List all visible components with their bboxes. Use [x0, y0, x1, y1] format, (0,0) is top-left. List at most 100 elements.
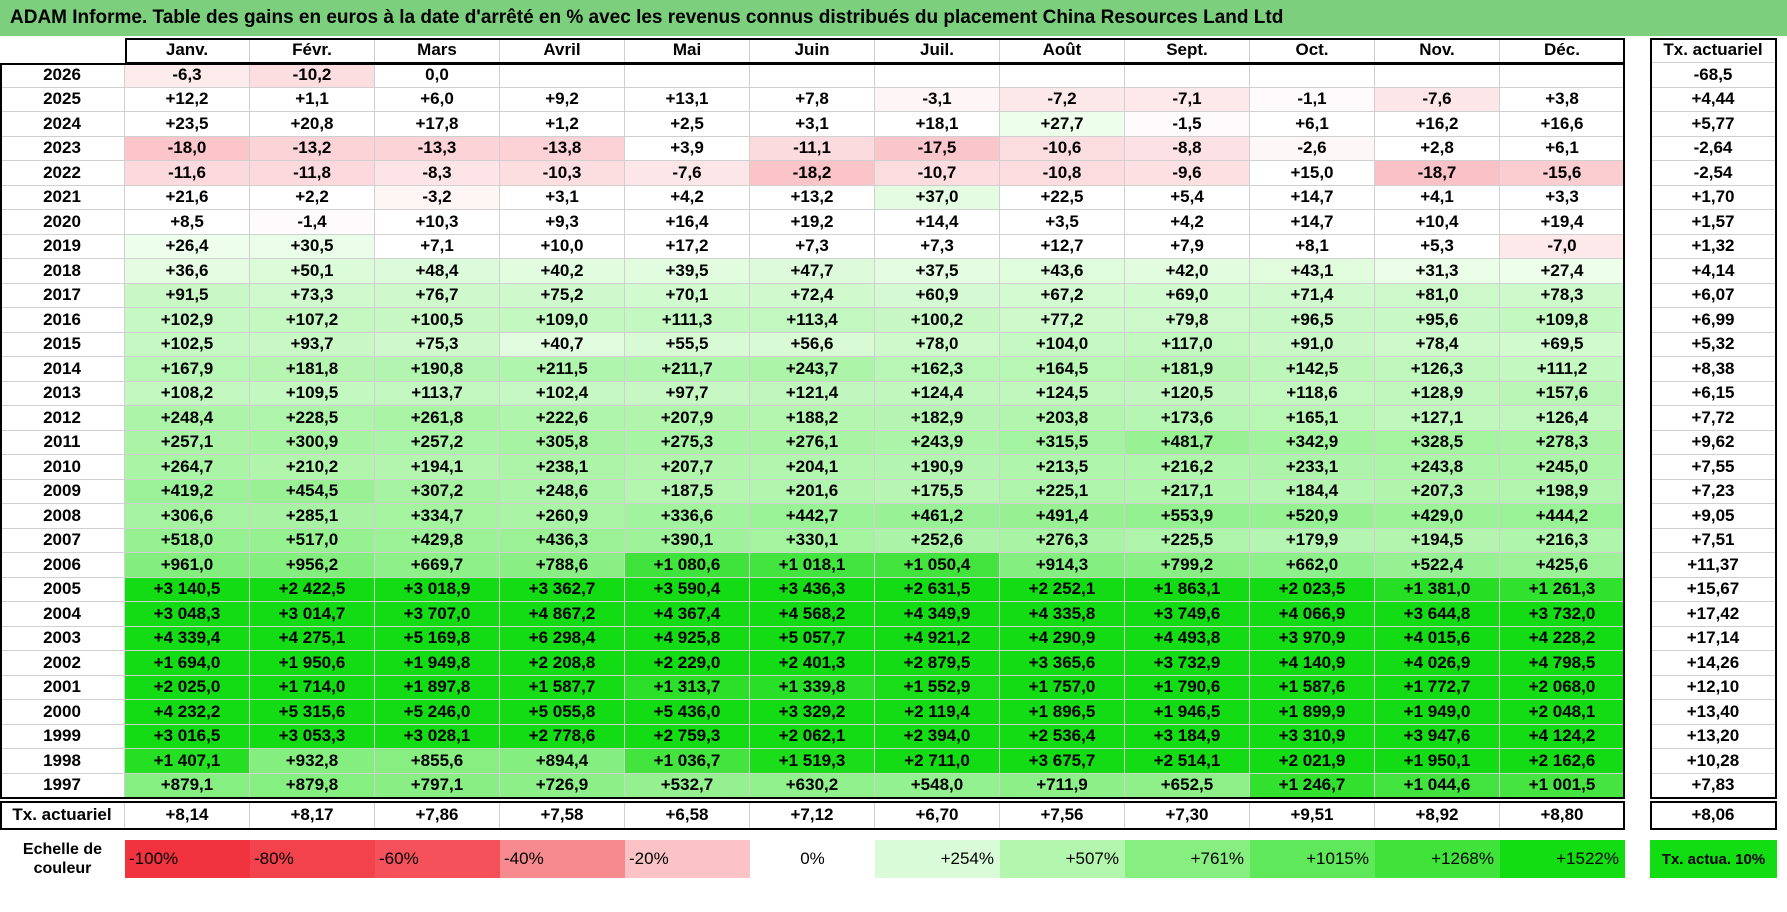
table-cell: +75,3: [375, 332, 500, 357]
table-cell: +276,1: [750, 430, 875, 455]
table-cell: +330,1: [750, 528, 875, 553]
table-cell: +257,1: [125, 430, 250, 455]
table-cell: +3 436,3: [750, 577, 875, 602]
table-cell: +442,7: [750, 504, 875, 529]
table-cell: +91,0: [1250, 332, 1375, 357]
table-cell: -8,8: [1125, 136, 1250, 161]
year-label: 2006: [0, 553, 125, 578]
year-label: 1997: [0, 773, 125, 798]
table-cell: +121,4: [750, 381, 875, 406]
rate-cell: +10,28: [1650, 749, 1777, 774]
month-header: Janv.: [125, 38, 250, 63]
table-cell: +334,7: [375, 504, 500, 529]
table-cell: -11,8: [250, 161, 375, 186]
table-cell: +726,9: [500, 773, 625, 798]
table-cell: +10,3: [375, 210, 500, 235]
table-cell: +1 772,7: [1375, 675, 1500, 700]
table-cell: +222,6: [500, 406, 625, 431]
table-cell: +276,3: [1000, 528, 1125, 553]
table-cell: +167,9: [125, 357, 250, 382]
table-cell: +27,4: [1500, 259, 1625, 284]
table-cell: +14,7: [1250, 210, 1375, 235]
table-cell: +1 950,6: [250, 651, 375, 676]
table-cell: +8,1: [1250, 234, 1375, 259]
table-cell: +181,8: [250, 357, 375, 382]
rate-cell: +8,38: [1650, 357, 1777, 382]
table-cell: +102,9: [125, 308, 250, 333]
table-cell: +69,0: [1125, 283, 1250, 308]
table-cell: +4 335,8: [1000, 602, 1125, 627]
table-cell: +307,2: [375, 479, 500, 504]
table-cell: +3 048,3: [125, 602, 250, 627]
month-header: Mai: [625, 38, 750, 63]
table-cell: +4 349,9: [875, 602, 1000, 627]
year-label: 2014: [0, 357, 125, 382]
table-cell: -18,7: [1375, 161, 1500, 186]
table-cell: +3 016,5: [125, 724, 250, 749]
rate-cell: +9,62: [1650, 430, 1777, 455]
table-cell: +2 068,0: [1500, 675, 1625, 700]
summary-cell: +8,92: [1375, 801, 1500, 829]
table-cell: +436,3: [500, 528, 625, 553]
table-cell: +7,1: [375, 234, 500, 259]
table-cell: +201,6: [750, 479, 875, 504]
table-cell: +1 587,7: [500, 675, 625, 700]
table-cell: +1 080,6: [625, 553, 750, 578]
table-cell: +164,5: [1000, 357, 1125, 382]
table-cell: +3,1: [750, 112, 875, 137]
year-label: 1999: [0, 724, 125, 749]
table-cell: +914,3: [1000, 553, 1125, 578]
table-cell: +13,1: [625, 87, 750, 112]
table-cell: +2 514,1: [1125, 749, 1250, 774]
table-cell: +102,5: [125, 332, 250, 357]
table-cell: +190,9: [875, 455, 1000, 480]
table-cell: +198,9: [1500, 479, 1625, 504]
table-cell: +187,5: [625, 479, 750, 504]
table-cell: +1 036,7: [625, 749, 750, 774]
year-label: 2004: [0, 602, 125, 627]
table-cell: +252,6: [875, 528, 1000, 553]
table-cell: +1 261,3: [1500, 577, 1625, 602]
table-cell: +76,7: [375, 283, 500, 308]
table-cell: +4 228,2: [1500, 626, 1625, 651]
table-cell: +126,3: [1375, 357, 1500, 382]
table-cell: +31,3: [1375, 259, 1500, 284]
table-cell: +4 493,8: [1125, 626, 1250, 651]
rate-cell: +5,77: [1650, 112, 1777, 137]
table-cell: [500, 63, 625, 88]
table-cell: +14,4: [875, 210, 1000, 235]
table-cell: +2 778,6: [500, 724, 625, 749]
table-cell: +184,4: [1250, 479, 1375, 504]
table-cell: +1 381,0: [1375, 577, 1500, 602]
table-cell: -10,3: [500, 161, 625, 186]
table-cell: -8,3: [375, 161, 500, 186]
table-cell: +203,8: [1000, 406, 1125, 431]
table-cell: +182,9: [875, 406, 1000, 431]
rate-cell: +15,67: [1650, 577, 1777, 602]
table-cell: +43,1: [1250, 259, 1375, 284]
table-cell: +27,7: [1000, 112, 1125, 137]
table-cell: -13,2: [250, 136, 375, 161]
table-cell: -17,5: [875, 136, 1000, 161]
table-cell: +111,3: [625, 308, 750, 333]
scale-swatch: +507%: [1000, 840, 1125, 878]
table-cell: -13,3: [375, 136, 500, 161]
year-label: 2000: [0, 700, 125, 725]
table-cell: +4 275,1: [250, 626, 375, 651]
table-cell: -11,1: [750, 136, 875, 161]
table-cell: +1 519,3: [750, 749, 875, 774]
table-cell: +2 631,5: [875, 577, 1000, 602]
summary-cell: +6,70: [875, 801, 1000, 829]
table-cell: +207,7: [625, 455, 750, 480]
table-cell: +3 362,7: [500, 577, 625, 602]
table-cell: +73,3: [250, 283, 375, 308]
year-label: 2002: [0, 651, 125, 676]
table-cell: +1 694,0: [125, 651, 250, 676]
table-cell: +1 863,1: [1125, 577, 1250, 602]
summary-cell: +8,14: [125, 801, 250, 829]
table-cell: +22,5: [1000, 185, 1125, 210]
returns-table: Janv. Févr. Mars Avril Mai Juin Juil. Août Sept.…: [0, 36, 1787, 912]
table-cell: [1000, 63, 1125, 88]
table-cell: +204,1: [750, 455, 875, 480]
table-cell: +4 367,4: [625, 602, 750, 627]
